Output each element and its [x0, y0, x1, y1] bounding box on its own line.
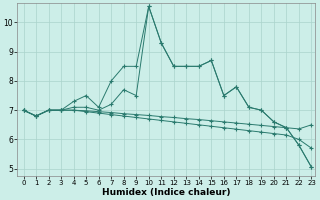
X-axis label: Humidex (Indice chaleur): Humidex (Indice chaleur)	[102, 188, 230, 197]
